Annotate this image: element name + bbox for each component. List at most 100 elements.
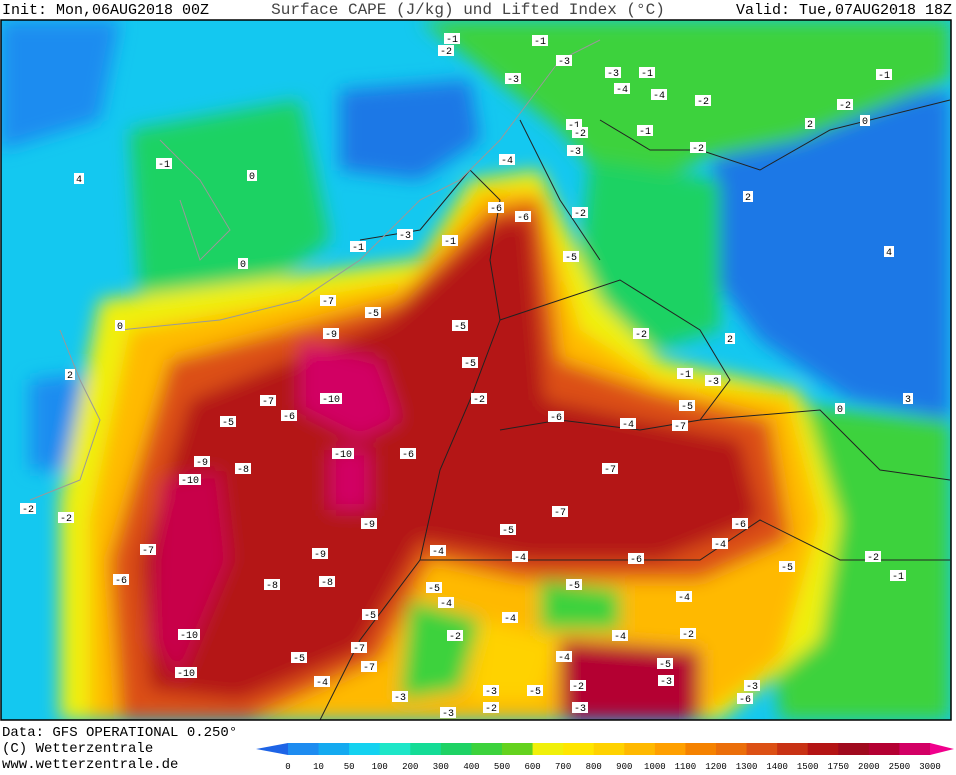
lifted-index-label: -1 — [444, 237, 456, 248]
label-box — [247, 170, 257, 181]
label-box — [235, 463, 251, 474]
label-box — [20, 503, 36, 514]
lifted-index-label: 0 — [862, 117, 868, 128]
footer-copyright: (C) Wetterzentrale — [2, 741, 153, 757]
label-box — [712, 538, 728, 549]
lifted-index-label: -5 — [681, 402, 693, 413]
lifted-index-label: -5 — [781, 563, 793, 574]
label-box — [238, 258, 248, 269]
label-box — [440, 707, 456, 718]
valid-time: Valid: Tue,07AUG2018 18Z — [736, 2, 952, 19]
colorbar-label: 800 — [586, 762, 602, 770]
label-box — [488, 202, 504, 213]
label-box — [471, 393, 487, 404]
lifted-index-label: -4 — [514, 553, 526, 564]
label-box — [113, 574, 129, 585]
colorbar-label: 2000 — [858, 762, 880, 770]
colorbar-segment — [410, 743, 442, 755]
label-box — [442, 235, 458, 246]
label-box — [532, 35, 548, 46]
label-box — [572, 702, 588, 713]
colorbar-segment — [471, 743, 503, 755]
lifted-index-label: -2 — [867, 553, 879, 564]
label-box — [115, 320, 125, 331]
label-box — [884, 246, 894, 257]
label-box — [552, 506, 568, 517]
label-box — [365, 307, 381, 318]
lifted-index-label: -7 — [363, 663, 375, 674]
lifted-index-label: -7 — [142, 546, 154, 557]
colorbar-segment — [440, 743, 472, 755]
label-box — [444, 33, 460, 44]
colorbar-segment — [624, 743, 656, 755]
lifted-index-label: 0 — [837, 405, 843, 416]
colorbar-segment — [502, 743, 534, 755]
lifted-index-label: -1 — [679, 370, 691, 381]
lifted-index-label: -10 — [181, 476, 199, 487]
label-box — [639, 67, 655, 78]
label-box — [156, 158, 172, 169]
colorbar-segment — [685, 743, 717, 755]
colorbar-label: 300 — [433, 762, 449, 770]
label-box — [556, 55, 572, 66]
label-box — [556, 651, 572, 662]
colorbar-label: 400 — [463, 762, 479, 770]
lifted-index-label: -2 — [572, 682, 584, 693]
lifted-index-label: -3 — [607, 69, 619, 80]
colorbar-segment — [532, 743, 564, 755]
lifted-index-label: 2 — [727, 335, 733, 346]
lifted-index-label: 3 — [905, 395, 911, 406]
label-box — [602, 463, 618, 474]
lifted-index-label: -1 — [878, 71, 890, 82]
label-box — [361, 518, 377, 529]
colorbar-arrow-left — [256, 743, 288, 755]
label-box — [430, 545, 446, 556]
lifted-index-label: -6 — [550, 413, 562, 424]
lifted-index-label: -3 — [746, 682, 758, 693]
lifted-index-label: -7 — [262, 397, 274, 408]
label-box — [483, 685, 499, 696]
label-box — [805, 118, 815, 129]
label-box — [452, 320, 468, 331]
lifted-index-label: -10 — [177, 669, 195, 680]
label-box — [677, 368, 693, 379]
lifted-index-label: -4 — [558, 653, 570, 664]
lifted-index-label: -2 — [22, 505, 34, 516]
lifted-index-label: -5 — [364, 611, 376, 622]
colorbar-label: 0 — [285, 762, 290, 770]
colorbar-label: 1400 — [766, 762, 788, 770]
label-box — [512, 551, 528, 562]
lifted-index-label: -1 — [892, 572, 904, 583]
lifted-index-label: -8 — [321, 578, 333, 589]
colorbar-label: 900 — [616, 762, 632, 770]
label-box — [679, 400, 695, 411]
lifted-index-label: -9 — [314, 550, 326, 561]
lifted-index-label: -1 — [641, 69, 653, 80]
map-field: -1-2-1-3-3-3 -1-4-4-2-1-22 0-1-2-3-4-1-2-1… — [1, 20, 951, 720]
colorbar-segment — [563, 743, 595, 755]
label-box — [837, 99, 853, 110]
label-box — [74, 173, 84, 184]
lifted-index-label: -3 — [442, 709, 454, 720]
label-box — [572, 127, 588, 138]
lifted-index-label: -4 — [714, 540, 726, 551]
lifted-index-label: -10 — [322, 395, 340, 406]
label-box — [500, 524, 516, 535]
lifted-index-label: -5 — [568, 581, 580, 592]
colorbar-segment — [288, 743, 320, 755]
lifted-index-label: -5 — [454, 322, 466, 333]
colorbar: 0 10 50 100 200 300 400 500 600 700 800 900 1000 1100… — [256, 743, 954, 772]
label-box — [651, 89, 667, 100]
colorbar-segment — [349, 743, 381, 755]
map-title: Surface CAPE (J/kg) und Lifted Index (°C… — [271, 1, 665, 19]
lifted-index-label: -4 — [622, 420, 634, 431]
lifted-index-label: 2 — [807, 120, 813, 131]
label-box — [567, 145, 583, 156]
label-box — [264, 579, 280, 590]
label-box — [175, 667, 197, 678]
label-box — [320, 393, 342, 404]
lifted-index-label: -10 — [180, 631, 198, 642]
colorbar-label: 2500 — [889, 762, 911, 770]
